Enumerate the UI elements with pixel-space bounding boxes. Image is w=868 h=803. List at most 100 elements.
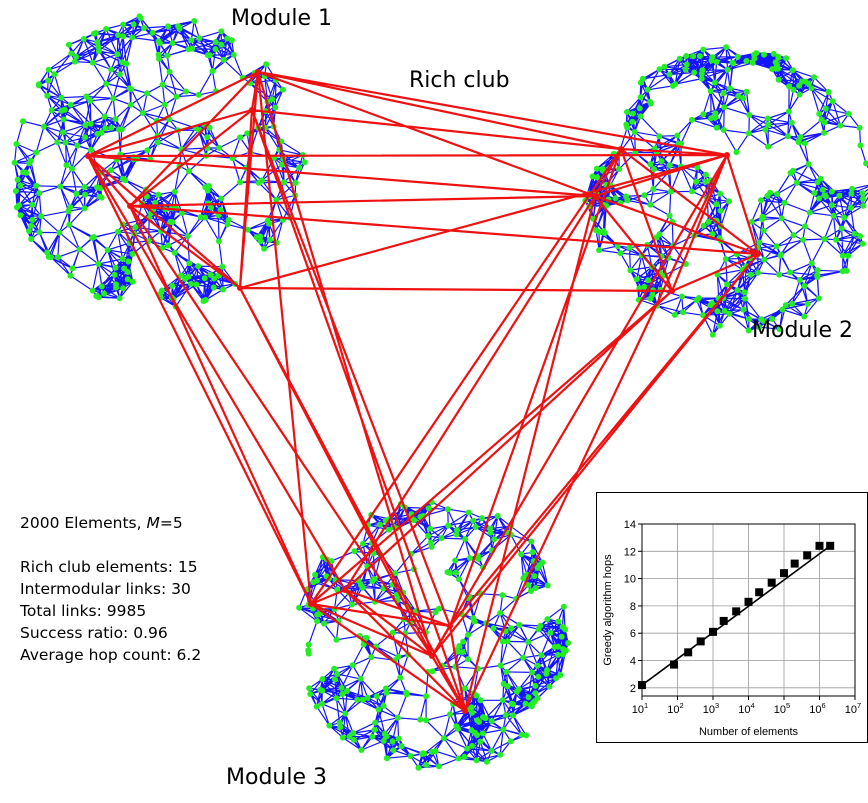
node bbox=[441, 735, 447, 742]
rich-club-hub bbox=[127, 203, 133, 209]
node bbox=[182, 88, 189, 95]
node bbox=[623, 193, 629, 200]
node bbox=[723, 44, 730, 51]
node bbox=[338, 684, 345, 691]
node bbox=[196, 35, 203, 42]
module-nodes bbox=[582, 44, 868, 338]
node bbox=[534, 695, 541, 702]
node bbox=[462, 536, 469, 542]
node bbox=[783, 55, 790, 62]
node bbox=[477, 738, 484, 745]
node bbox=[334, 586, 341, 593]
node bbox=[166, 68, 173, 75]
node bbox=[372, 719, 379, 726]
node bbox=[838, 225, 845, 232]
node bbox=[36, 190, 43, 197]
node bbox=[756, 239, 763, 246]
node bbox=[616, 166, 623, 172]
rich-club-hub bbox=[724, 152, 730, 158]
node bbox=[119, 256, 126, 262]
node bbox=[596, 229, 603, 236]
node bbox=[33, 182, 40, 189]
node bbox=[351, 548, 358, 555]
node bbox=[466, 555, 473, 562]
node bbox=[641, 283, 648, 290]
node bbox=[107, 167, 114, 174]
inset-chart-svg: 2 4 6 8 10 12 14 101 102 103 104 105 106 107 Number of… bbox=[602, 519, 861, 738]
node bbox=[808, 85, 815, 92]
node bbox=[804, 301, 811, 307]
node bbox=[11, 159, 18, 166]
node bbox=[599, 165, 606, 172]
node bbox=[389, 738, 396, 745]
x-tick-label: 101 bbox=[632, 701, 648, 716]
node bbox=[306, 685, 313, 692]
node bbox=[828, 202, 835, 209]
node bbox=[456, 643, 463, 650]
node bbox=[490, 625, 497, 632]
node bbox=[525, 582, 532, 589]
node bbox=[822, 105, 829, 112]
node bbox=[518, 731, 525, 738]
node bbox=[796, 277, 803, 283]
node bbox=[624, 109, 630, 115]
node bbox=[20, 118, 26, 125]
node bbox=[833, 236, 840, 243]
node bbox=[140, 25, 147, 31]
node bbox=[469, 742, 476, 749]
node bbox=[112, 116, 119, 123]
node bbox=[811, 74, 817, 81]
node bbox=[218, 28, 225, 35]
node bbox=[666, 162, 673, 169]
node bbox=[856, 124, 863, 131]
node bbox=[560, 603, 567, 610]
node bbox=[383, 755, 390, 762]
x-tick-label: 105 bbox=[774, 701, 790, 716]
node bbox=[165, 23, 172, 30]
module-3-label: Module 3 bbox=[226, 765, 327, 790]
node bbox=[129, 34, 136, 41]
data-point bbox=[780, 569, 788, 578]
node bbox=[499, 638, 506, 645]
node bbox=[175, 23, 182, 30]
node bbox=[94, 39, 101, 46]
node bbox=[702, 178, 709, 185]
node bbox=[82, 191, 88, 198]
node bbox=[562, 647, 569, 654]
node bbox=[815, 295, 822, 302]
node bbox=[636, 105, 643, 112]
node bbox=[164, 52, 171, 59]
node bbox=[839, 268, 846, 275]
data-point bbox=[815, 541, 824, 550]
node bbox=[617, 250, 624, 257]
node bbox=[656, 66, 663, 73]
node bbox=[67, 101, 74, 108]
node bbox=[821, 236, 828, 242]
node bbox=[155, 191, 162, 198]
node bbox=[532, 585, 539, 591]
data-point bbox=[709, 627, 717, 636]
node bbox=[661, 63, 668, 70]
node bbox=[81, 205, 88, 212]
node bbox=[734, 53, 741, 60]
intermodular-links: Intermodular links: 30 bbox=[20, 580, 191, 598]
node bbox=[28, 222, 35, 229]
node bbox=[516, 622, 523, 628]
node bbox=[713, 124, 720, 131]
node bbox=[206, 124, 213, 131]
node bbox=[333, 636, 340, 643]
node bbox=[313, 703, 320, 710]
node bbox=[177, 272, 184, 279]
node bbox=[60, 129, 66, 136]
node bbox=[423, 693, 430, 700]
node bbox=[333, 695, 340, 702]
node bbox=[376, 521, 383, 528]
node bbox=[760, 227, 767, 234]
node bbox=[535, 673, 542, 680]
node bbox=[20, 169, 27, 176]
node bbox=[326, 722, 333, 729]
node bbox=[66, 221, 73, 228]
node bbox=[772, 59, 779, 66]
node bbox=[698, 75, 705, 82]
node bbox=[847, 204, 854, 211]
